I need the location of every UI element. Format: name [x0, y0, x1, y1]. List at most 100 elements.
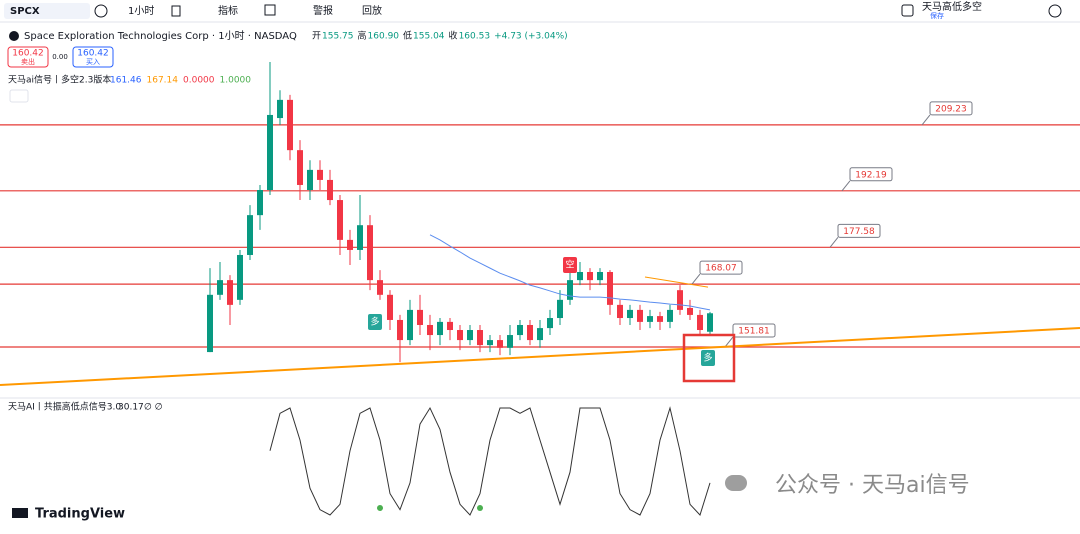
- spread: 0.00: [52, 53, 68, 61]
- ohlc-legend: 开 155.75 高 160.90 低 155.04 收 160.53 +4.73 (+3.04…: [312, 30, 568, 42]
- candle-body: [237, 254, 243, 300]
- candle-body: [527, 324, 533, 341]
- candle-body: [697, 314, 703, 331]
- ohlc-close: 160.53: [459, 32, 491, 42]
- signal-badge: [701, 350, 715, 366]
- level-label: 177.58: [843, 227, 875, 237]
- level-connector: [691, 273, 701, 285]
- settings-icon[interactable]: [1048, 4, 1062, 18]
- ohlc-low-label: 低: [403, 30, 412, 42]
- candle-body: [227, 280, 233, 305]
- candle-body: [417, 309, 423, 325]
- candle-body: [677, 290, 683, 310]
- candle-body: [497, 340, 503, 348]
- logo-icon: [12, 508, 28, 518]
- signal-label: 多: [703, 352, 712, 364]
- layout-name[interactable]: 天马高低多空: [922, 0, 982, 13]
- low-dot: [477, 505, 483, 511]
- candle-body: [567, 280, 573, 300]
- moving-average: [429, 234, 711, 311]
- buy-label[interactable]: 买入: [86, 58, 100, 66]
- watermark-icon: [725, 475, 747, 491]
- templates-icon[interactable]: [264, 4, 276, 16]
- signal-label: 多: [370, 316, 379, 328]
- candle-body: [537, 328, 543, 341]
- level-label: 192.19: [855, 170, 887, 180]
- candle-body: [607, 271, 613, 305]
- sell-label[interactable]: 卖出: [21, 57, 35, 66]
- add-symbol-icon[interactable]: [94, 4, 108, 18]
- candle-body: [387, 294, 393, 320]
- symbol[interactable]: SPCX: [10, 6, 40, 17]
- level-connector: [724, 336, 734, 348]
- candle-body: [627, 309, 633, 319]
- toolbar: [0, 0, 1080, 22]
- sell-price[interactable]: 160.42: [12, 49, 44, 59]
- candle-body: [377, 280, 383, 295]
- level-connector: [841, 180, 851, 192]
- collapse-btn[interactable]: [9, 89, 29, 103]
- symbol-logo: [9, 31, 19, 41]
- candle-body: [637, 309, 643, 322]
- symbol-search[interactable]: [4, 3, 90, 19]
- buy-button[interactable]: [72, 46, 114, 68]
- sell-button[interactable]: [7, 46, 49, 68]
- candle-body: [407, 309, 413, 341]
- candle-body: [247, 215, 253, 255]
- level-label-box: [699, 260, 743, 275]
- candle-body: [317, 169, 323, 180]
- candle-body: [447, 321, 453, 331]
- level-label-box: [837, 223, 881, 238]
- alerts-btn[interactable]: 警报: [313, 4, 333, 17]
- candle-body: [277, 99, 283, 119]
- signal-badge: [563, 257, 577, 273]
- indicators-btn[interactable]: 指标: [218, 4, 238, 17]
- candle-body: [207, 294, 213, 353]
- level-label: 209.23: [935, 104, 967, 114]
- candle-body: [687, 307, 693, 315]
- candle-body: [217, 280, 223, 295]
- candle-body: [337, 200, 343, 240]
- ohlc-open-label: 开: [312, 31, 321, 42]
- candle-body: [507, 335, 513, 348]
- low-dot: [377, 505, 383, 511]
- candle-body: [307, 169, 313, 190]
- candle-body: [297, 150, 303, 185]
- candle-body: [287, 99, 293, 151]
- ohlc-high-label: 高: [358, 30, 367, 42]
- candle-body: [707, 313, 713, 332]
- oscillator-line: [269, 406, 711, 516]
- level-label-box: [849, 167, 893, 182]
- indicator1-name: 天马ai信号丨多空2.3版本: [8, 74, 111, 86]
- chart-type-icon[interactable]: [171, 5, 181, 17]
- layout-icon[interactable]: [901, 4, 914, 17]
- candle-body: [547, 318, 553, 329]
- logo: TradingView: [35, 507, 125, 522]
- candle-body: [557, 299, 563, 319]
- candle-body: [257, 189, 263, 216]
- candle-body: [397, 319, 403, 341]
- level-connector: [829, 237, 839, 248]
- trend-line: [0, 327, 1080, 387]
- buy-price[interactable]: 160.42: [77, 49, 109, 59]
- candle-body: [647, 316, 653, 322]
- candle-body: [487, 340, 493, 346]
- candle-body: [477, 330, 483, 346]
- short-line: [644, 276, 709, 288]
- level-label: 168.07: [705, 264, 737, 274]
- replay-btn[interactable]: 回放: [362, 4, 382, 17]
- candle-body: [367, 225, 373, 281]
- candle-body: [657, 316, 663, 322]
- watermark: 公众号 · 天马ai信号: [775, 473, 970, 498]
- interval[interactable]: 1小时: [128, 5, 154, 17]
- candle-body: [517, 324, 523, 336]
- indicator1-value: 161.46: [110, 76, 142, 86]
- candle-body: [587, 271, 593, 281]
- legend-title: Space Exploration Technologies Corp · 1小…: [24, 30, 297, 42]
- candle-body: [617, 304, 623, 319]
- candle-body: [667, 309, 673, 322]
- highlight-box: [682, 333, 736, 383]
